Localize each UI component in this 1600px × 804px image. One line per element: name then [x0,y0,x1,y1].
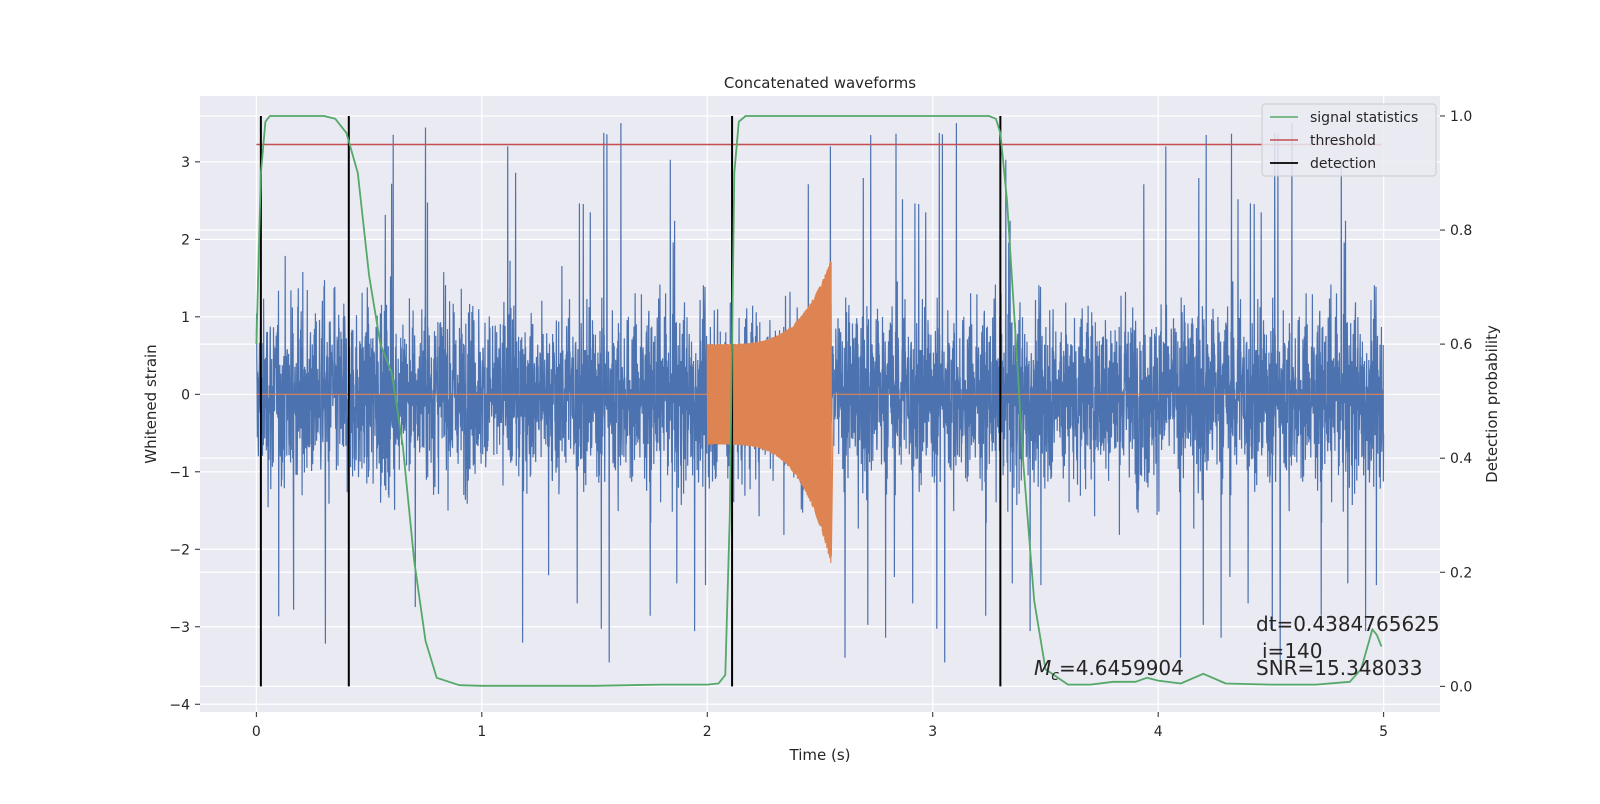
x-tick-label: 1 [477,724,486,740]
legend-box [1261,103,1437,177]
annotation-i: i=140 [1262,639,1323,663]
y2-tick-label: 0.0 [1450,679,1472,695]
y2-axis-label: Detection probability [1483,325,1501,483]
y-tick-label: −4 [169,697,190,713]
x-tick-label: 3 [928,724,937,740]
annotation-mc: Mc=4.6459904 [1034,656,1184,684]
y2-tick-label: 0.4 [1450,451,1472,467]
y2-tick-label: 0.6 [1450,337,1472,353]
y-tick-label: 0 [181,387,190,403]
legend-label-signal-statistics: signal statistics [1310,110,1418,126]
series-layer [255,115,1385,687]
chart-title: Concatenated waveforms [724,74,916,92]
x-tick-label: 4 [1154,724,1163,740]
annotation-snr: SNR=15.348033 [1256,656,1422,680]
legend: signal statistics threshold detection [1261,103,1437,177]
legend-label-detection: detection [1310,156,1376,172]
y-tick-label: 2 [181,232,190,248]
y-tick-label: 1 [181,310,190,326]
signal-statistics-line [255,115,1383,687]
y-tick-label: −1 [169,465,190,481]
legend-label-threshold: threshold [1310,133,1376,149]
y2-tick-label: 1.0 [1450,109,1472,125]
ticks-y2: 0.0 0.2 0.4 0.6 0.8 1.0 [1440,109,1472,695]
annotation-dt: dt=0.4384765625 [1256,612,1440,636]
y2-tick-label: 0.2 [1450,565,1472,581]
y-axis-label: Whitened strain [142,344,160,463]
x-axis-label: Time (s) [789,746,851,764]
ticks-y: −4 −3 −2 −1 0 1 2 3 [169,155,200,713]
x-tick-label: 5 [1379,724,1388,740]
injected-signal-line [256,261,1384,563]
y2-tick-label: 0.8 [1450,223,1472,239]
y-tick-label: −2 [169,542,190,558]
y-tick-label: −3 [169,620,190,636]
ticks-x: 0 1 2 3 4 5 [252,712,1388,740]
x-tick-label: 2 [703,724,712,740]
x-tick-label: 0 [252,724,261,740]
y-tick-label: 3 [181,155,190,171]
